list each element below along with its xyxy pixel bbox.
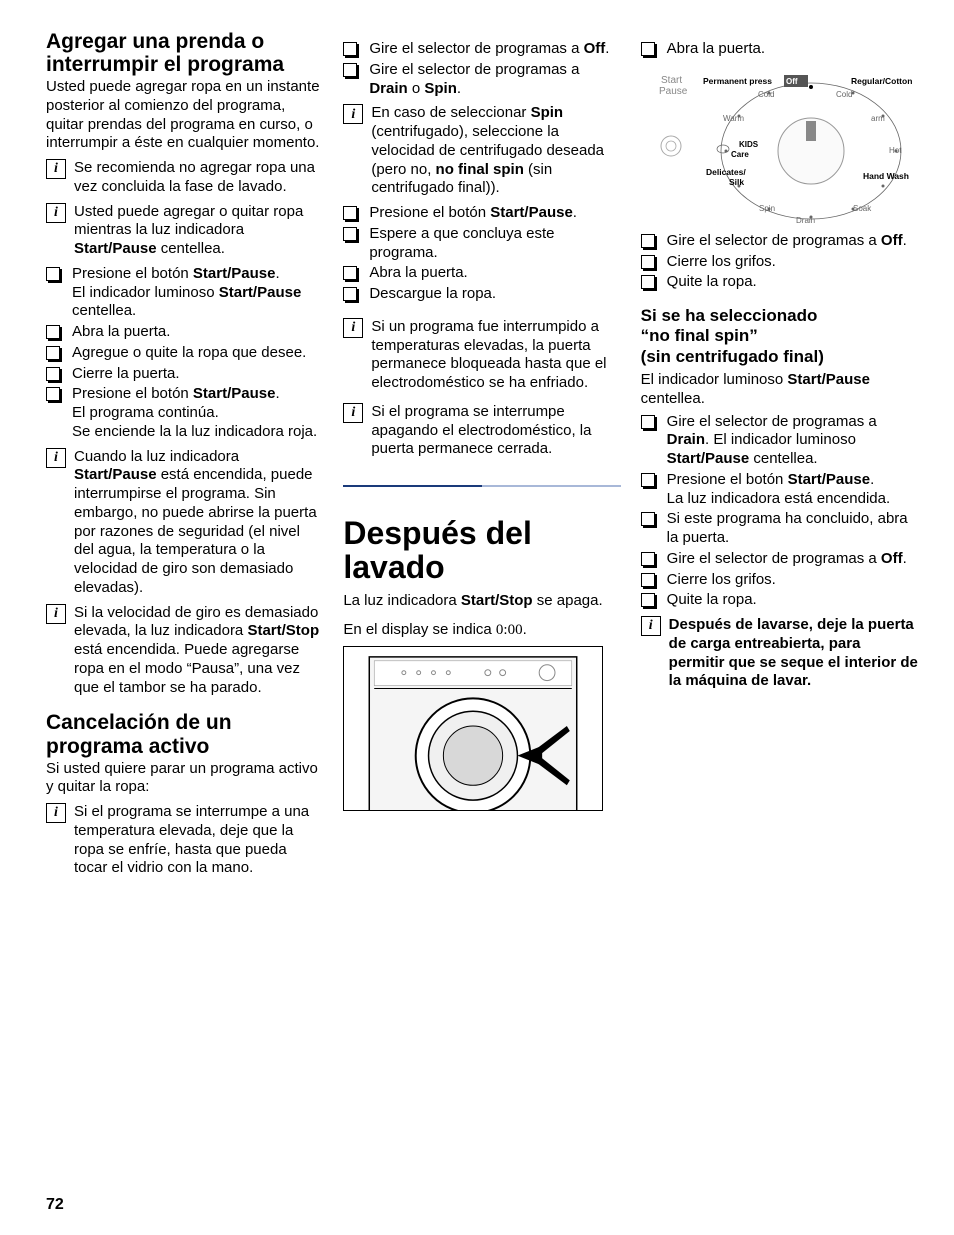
svg-text:Start: Start	[661, 75, 682, 86]
step-text: Cierre la puerta.	[72, 365, 180, 384]
step-item: Espere a que concluya este programa.	[343, 225, 620, 263]
step-item: Cierre la puerta.	[46, 365, 323, 384]
step-text: Quite la ropa.	[667, 273, 757, 292]
program-dial-illustration: Start Pause Off Permanent press Regular/…	[641, 61, 916, 226]
step-text: Presione el botón Start/Pause.	[369, 204, 577, 223]
svg-text:Care: Care	[731, 150, 749, 159]
step-item: Gire el selector de programas a Off.	[641, 550, 918, 569]
info-note: Cuando la luz indicadora Start/Pause est…	[46, 448, 323, 598]
info-text: Si el programa se interrumpe apagando el…	[371, 403, 620, 459]
step-text: Presione el botón Start/Pause.El indicad…	[72, 265, 323, 321]
info-note: Usted puede agregar o quitar ropa mientr…	[46, 203, 323, 259]
list-5: Gire el selector de programas a Off. Cie…	[641, 232, 918, 292]
washer-illustration	[343, 646, 603, 811]
step-item: Si este programa ha concluido, abra la p…	[641, 510, 918, 548]
step-text: Presione el botón Start/Pause.El program…	[72, 385, 317, 441]
step-text: Cierre los grifos.	[667, 253, 776, 272]
heading-no-final-spin: Si se ha seleccionado“no final spin”(sin…	[641, 306, 918, 367]
step-item: Abra la puerta.	[46, 323, 323, 342]
column-3: Abra la puerta. Start Pause Off Permanen…	[641, 30, 918, 884]
svg-text:Off: Off	[786, 77, 798, 86]
step-text: Descargue la ropa.	[369, 285, 496, 304]
svg-text:Silk: Silk	[729, 177, 744, 187]
step-item: Cierre los grifos.	[641, 253, 918, 272]
nfs-p1: El indicador luminoso Start/Pause centel…	[641, 371, 918, 409]
step-text: Abra la puerta.	[369, 264, 467, 283]
page-columns: Agregar una prenda o interrumpir el prog…	[46, 30, 918, 884]
step-text: Espere a que concluya este programa.	[369, 225, 620, 263]
step-text: Gire el selector de programas a Off.	[369, 40, 609, 59]
info-note: Si la velocidad de giro es demasiado ele…	[46, 604, 323, 698]
step-item: Gire el selector de programas a Off.	[641, 232, 918, 251]
step-item: Abra la puerta.	[641, 40, 918, 59]
step-item: Presione el botón Start/Pause.	[343, 204, 620, 223]
info-text: Después de lavarse, deje la puerta de ca…	[669, 616, 918, 691]
heading-add-garment: Agregar una prenda o interrumpir el prog…	[46, 30, 323, 76]
list-4: Abra la puerta.	[641, 40, 918, 59]
svg-text:Delicates/: Delicates/	[706, 167, 746, 177]
after-wash-p2: En el display se indica 0:00.	[343, 621, 620, 640]
step-text: Presione el botón Start/Pause.La luz ind…	[667, 471, 891, 509]
step-text: Abra la puerta.	[667, 40, 765, 59]
info-text: Si el programa se interrumpe a una tempe…	[74, 803, 323, 878]
intro-paragraph-2: Si usted quiere parar un programa activo…	[46, 760, 323, 798]
info-note: Si el programa se interrumpe apagando el…	[343, 403, 620, 459]
step-item: Gire el selector de programas a Drain. E…	[641, 413, 918, 469]
svg-text:Cold: Cold	[758, 90, 774, 99]
step-item: Presione el botón Start/Pause.El program…	[46, 385, 323, 441]
info-text: Si la velocidad de giro es demasiado ele…	[74, 604, 323, 698]
page-number: 72	[46, 1195, 64, 1215]
info-text: Cuando la luz indicadora Start/Pause est…	[74, 448, 323, 598]
step-item: Agregue o quite la ropa que desee.	[46, 344, 323, 363]
info-note: Se recomienda no agregar ropa una vez co…	[46, 159, 323, 197]
svg-text:Permanent press: Permanent press	[703, 76, 772, 86]
step-item: Quite la ropa.	[641, 273, 918, 292]
step-item: Gire el selector de programas a Off.	[343, 40, 620, 59]
info-text: Si un programa fue interrumpido a temper…	[371, 318, 620, 393]
svg-text:Warm: Warm	[723, 114, 744, 123]
section-title-after-wash: Después del lavado	[343, 517, 620, 584]
step-item: Descargue la ropa.	[343, 285, 620, 304]
info-text: En caso de seleccionar Spin (centrifugad…	[371, 104, 620, 198]
info-note: Si un programa fue interrumpido a temper…	[343, 318, 620, 393]
list-6: Gire el selector de programas a Drain. E…	[641, 413, 918, 692]
svg-text:Cold: Cold	[836, 90, 852, 99]
step-item: Presione el botón Start/Pause.El indicad…	[46, 265, 323, 321]
after-wash-p1: La luz indicadora Start/Stop se apaga.	[343, 592, 620, 611]
svg-text:Regular/Cotton: Regular/Cotton	[851, 76, 912, 86]
svg-text:KIDS: KIDS	[739, 140, 759, 149]
heading-cancel-program: Cancelación de un programa activo	[46, 711, 323, 757]
info-text: Se recomienda no agregar ropa una vez co…	[74, 159, 323, 197]
list-2: Si el programa se interrumpe a una tempe…	[46, 803, 323, 878]
info-text: Usted puede agregar o quitar ropa mientr…	[74, 203, 323, 259]
step-item: Gire el selector de programas a Drain o …	[343, 61, 620, 99]
info-note: Después de lavarse, deje la puerta de ca…	[641, 616, 918, 691]
section-divider	[343, 485, 620, 487]
column-1: Agregar una prenda o interrumpir el prog…	[46, 30, 323, 884]
list-3: Gire el selector de programas a Off. Gir…	[343, 40, 620, 459]
step-text: Quite la ropa.	[667, 591, 757, 610]
step-text: Si este programa ha concluido, abra la p…	[667, 510, 918, 548]
info-note: En caso de seleccionar Spin (centrifugad…	[343, 104, 620, 198]
svg-text:Spin: Spin	[759, 204, 775, 213]
column-2: Gire el selector de programas a Off. Gir…	[343, 30, 620, 884]
step-text: Gire el selector de programas a Off.	[667, 550, 907, 569]
step-text: Abra la puerta.	[72, 323, 170, 342]
step-text: Gire el selector de programas a Drain. E…	[667, 413, 918, 469]
list-1: Se recomienda no agregar ropa una vez co…	[46, 159, 323, 697]
intro-paragraph-1: Usted puede agregar ropa en un instante …	[46, 78, 323, 153]
step-item: Quite la ropa.	[641, 591, 918, 610]
step-item: Abra la puerta.	[343, 264, 620, 283]
step-item: Presione el botón Start/Pause.La luz ind…	[641, 471, 918, 509]
info-note: Si el programa se interrumpe a una tempe…	[46, 803, 323, 878]
step-text: Agregue o quite la ropa que desee.	[72, 344, 306, 363]
svg-text:Pause: Pause	[659, 86, 688, 97]
step-text: Cierre los grifos.	[667, 571, 776, 590]
step-text: Gire el selector de programas a Off.	[667, 232, 907, 251]
svg-text:Soak: Soak	[853, 204, 872, 213]
step-text: Gire el selector de programas a Drain o …	[369, 61, 620, 99]
step-item: Cierre los grifos.	[641, 571, 918, 590]
svg-text:Hand Wash: Hand Wash	[863, 171, 909, 181]
